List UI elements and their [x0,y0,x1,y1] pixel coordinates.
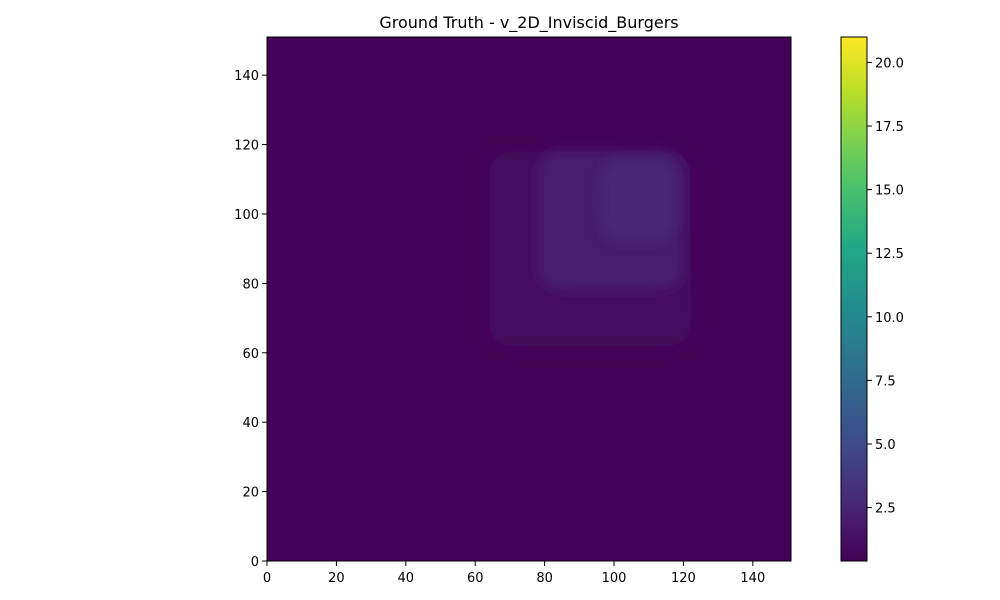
x-tick-label-4: 80 [536,571,553,586]
colorbar-tick-label-2: 7.5 [875,374,896,389]
colorbar [840,36,868,562]
y-tick-label-5: 100 [234,208,259,223]
x-tick-label-2: 40 [398,571,415,586]
y-tick-label-6: 120 [234,139,259,154]
chart-title: Ground Truth - v_2D_Inviscid_Burgers [379,13,678,33]
plot-frame [266,36,792,562]
colorbar-tick-label-6: 17.5 [875,120,904,135]
x-tick-label-6: 120 [671,571,696,586]
heatmap-region-2 [600,158,677,242]
x-tick-label-3: 60 [467,571,484,586]
y-tick-label-2: 40 [242,416,259,431]
colorbar-axis: 2.5 5.0 7.5 10.0 12.5 15.0 17.5 20.0 [867,56,904,517]
colorbar-tick-label-1: 5.0 [875,438,896,453]
colorbar-tick-label-4: 12.5 [875,247,904,262]
x-tick-label-7: 140 [740,571,765,586]
y-axis: 0 20 40 60 80 100 120 140 [234,69,267,570]
y-tick-label-1: 20 [242,486,259,501]
heatmap-features [489,151,691,346]
x-axis: 0 20 40 60 80 100 120 140 [263,561,765,586]
y-tick-label-4: 80 [242,277,259,292]
colorbar-tick-label-0: 2.5 [875,502,896,517]
x-tick-label-1: 20 [328,571,345,586]
colorbar-tick-label-3: 10.0 [875,311,904,326]
x-tick-label-0: 0 [263,571,271,586]
y-tick-label-0: 0 [251,555,259,570]
colorbar-tick-label-5: 15.0 [875,184,904,199]
colorbar-tick-label-7: 20.0 [875,56,904,71]
x-tick-label-5: 100 [602,571,627,586]
y-tick-label-7: 140 [234,69,259,84]
y-tick-label-3: 60 [242,347,259,362]
